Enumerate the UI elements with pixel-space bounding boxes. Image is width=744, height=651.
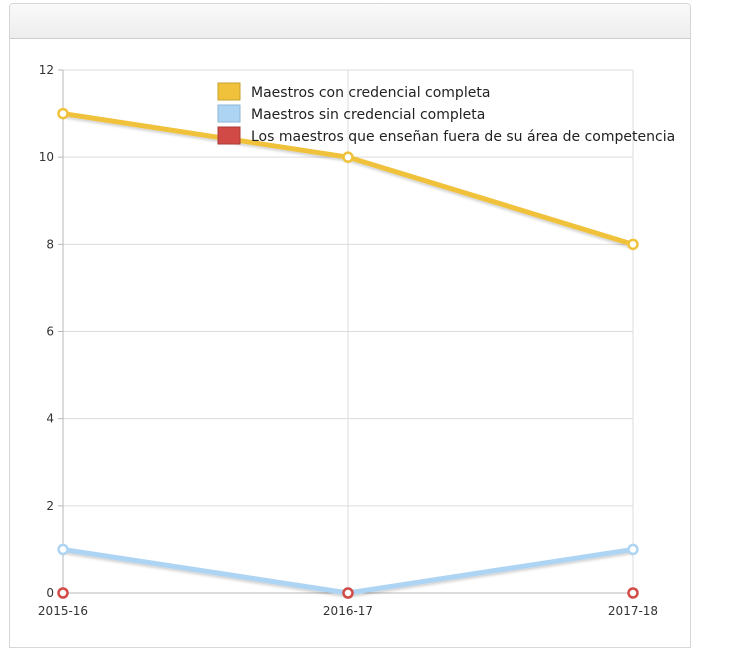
series-3	[57, 587, 639, 599]
x-tick-label: 2016-17	[323, 604, 373, 618]
y-tick-label: 10	[39, 150, 54, 164]
data-point	[627, 587, 639, 599]
legend-label: Maestros sin credencial completa	[251, 107, 485, 123]
y-tick-label: 6	[46, 325, 54, 339]
y-tick-label: 12	[39, 63, 54, 77]
legend-label: Los maestros que enseñan fuera de su áre…	[251, 129, 675, 145]
x-tick-label: 2017-18	[608, 604, 658, 618]
grid	[62, 69, 634, 593]
series-1	[57, 107, 639, 251]
y-tick-label: 2	[46, 499, 54, 513]
data-point	[57, 107, 69, 120]
panel-header	[10, 4, 690, 39]
data-point	[627, 238, 639, 251]
legend-item-1: Maestros con credencial completa	[217, 82, 490, 101]
data-point	[627, 543, 639, 556]
legend-label: Maestros con credencial completa	[251, 85, 490, 101]
legend-item-3: Los maestros que enseñan fuera de su áre…	[217, 126, 675, 145]
y-tick-label: 0	[46, 586, 54, 600]
legend-swatch	[217, 82, 241, 101]
data-point	[342, 151, 354, 163]
data-point	[57, 543, 69, 556]
chart-panel	[9, 3, 691, 648]
legend-item-2: Maestros sin credencial completa	[217, 104, 485, 123]
y-tick-label: 8	[46, 237, 54, 251]
y-tick-label: 4	[46, 412, 54, 426]
data-point	[342, 587, 354, 599]
x-tick-label: 2015-16	[38, 604, 88, 618]
legend-swatch	[217, 126, 241, 145]
bottom-divider	[16, 647, 688, 648]
series-lines	[57, 107, 639, 599]
legend: Maestros con credencial completa Maestros…	[217, 82, 675, 145]
data-point	[57, 587, 69, 599]
legend-swatch	[217, 104, 241, 123]
